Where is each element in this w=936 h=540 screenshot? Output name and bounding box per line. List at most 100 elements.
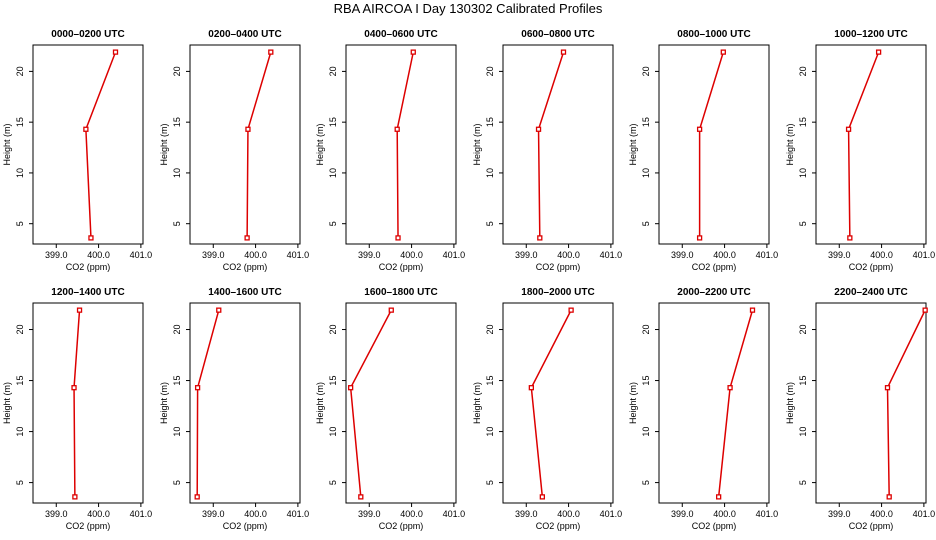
- x-axis-label: CO2 (ppm): [692, 521, 737, 531]
- x-axis-label: CO2 (ppm): [66, 262, 111, 272]
- data-point: [348, 385, 354, 391]
- data-point: [749, 307, 756, 313]
- y-axis-label: Height (m): [159, 123, 169, 165]
- x-axis-label: CO2 (ppm): [849, 262, 894, 272]
- panel-title: 1600–1800 UTC: [364, 287, 437, 298]
- x-tick-label: 401.0: [913, 509, 936, 519]
- y-tick-label: 5: [172, 221, 182, 226]
- panel-title: 0200–0400 UTC: [208, 29, 281, 40]
- y-tick-label: 10: [15, 427, 25, 437]
- x-tick-label: 401.0: [443, 509, 466, 519]
- y-tick-label: 20: [15, 66, 25, 76]
- y-tick-label: 15: [641, 376, 651, 386]
- x-axis-label: CO2 (ppm): [849, 521, 894, 531]
- y-tick-label: 10: [15, 168, 25, 178]
- y-tick-label: 20: [485, 66, 495, 76]
- panel-11: 2000–2200 UTC 399.0 400.0 401.0 5 10 15 20 CO2 (…: [628, 287, 778, 531]
- y-tick-label: 5: [798, 221, 808, 226]
- x-tick-label: 401.0: [600, 509, 623, 519]
- panel-title: 0000–0200 UTC: [51, 29, 124, 40]
- x-tick-label: 400.0: [870, 250, 893, 260]
- plot-frame: [502, 44, 614, 245]
- y-axis-label: Height (m): [315, 123, 325, 165]
- y-tick-label: 5: [485, 480, 495, 485]
- x-tick-label: 399.0: [45, 250, 68, 260]
- y-tick-label: 15: [172, 376, 182, 386]
- x-axis-label: CO2 (ppm): [379, 521, 424, 531]
- x-tick-label: 400.0: [557, 250, 580, 260]
- profile-line: [73, 310, 81, 497]
- y-tick-label: 20: [172, 325, 182, 335]
- y-axis-label: Height (m): [2, 123, 12, 165]
- data-point: [528, 385, 534, 391]
- x-tick-label: 400.0: [87, 509, 110, 519]
- x-tick-label: 399.0: [515, 509, 538, 519]
- data-point: [696, 126, 703, 132]
- y-tick-label: 15: [172, 117, 182, 127]
- x-tick-label: 399.0: [515, 250, 538, 260]
- x-tick-label: 399.0: [358, 250, 381, 260]
- plot-frame: [502, 302, 614, 504]
- data-point: [886, 494, 892, 500]
- y-tick-label: 15: [798, 376, 808, 386]
- y-tick-label: 15: [15, 117, 25, 127]
- plot-frame: [32, 44, 144, 245]
- data-point: [539, 494, 545, 500]
- y-tick-label: 20: [798, 66, 808, 76]
- x-tick-label: 399.0: [828, 250, 851, 260]
- x-tick-label: 400.0: [713, 250, 736, 260]
- y-tick-label: 10: [485, 168, 495, 178]
- y-tick-label: 10: [328, 168, 338, 178]
- y-tick-label: 15: [15, 376, 25, 386]
- profile-line: [847, 51, 880, 238]
- panels-container: 0000–0200 UTC 399.0 400.0 401.0 5 10 15 20 CO2 (…: [2, 29, 935, 531]
- data-point: [245, 126, 251, 132]
- profile-line: [717, 309, 754, 497]
- y-tick-label: 5: [328, 480, 338, 485]
- y-tick-label: 10: [798, 427, 808, 437]
- y-tick-label: 10: [328, 427, 338, 437]
- plot-frame: [815, 44, 927, 245]
- plot-frame: [658, 44, 770, 245]
- data-point: [88, 235, 94, 241]
- panel-3: 0400–0600 UTC 399.0 400.0 401.0 5 10 15 20 CO2 (…: [315, 29, 465, 272]
- y-tick-label: 10: [172, 168, 182, 178]
- y-tick-label: 20: [798, 325, 808, 335]
- data-point: [358, 494, 364, 500]
- profile-line: [886, 309, 926, 497]
- x-tick-label: 400.0: [400, 250, 423, 260]
- data-point: [922, 307, 928, 313]
- y-tick-label: 15: [328, 117, 338, 127]
- x-tick-label: 399.0: [358, 509, 381, 519]
- profile-line: [530, 309, 572, 497]
- x-tick-label: 401.0: [913, 250, 936, 260]
- x-tick-label: 399.0: [671, 509, 694, 519]
- y-axis-label: Height (m): [628, 382, 638, 424]
- y-tick-label: 20: [328, 66, 338, 76]
- x-tick-label: 400.0: [870, 509, 893, 519]
- profile-line: [396, 51, 415, 238]
- panel-5: 0800–1000 UTC 399.0 400.0 401.0 5 10 15 20 CO2 (…: [628, 29, 778, 272]
- panel-10: 1800–2000 UTC 399.0 400.0 401.0 5 10 15 20 CO2 (…: [472, 287, 622, 531]
- y-tick-label: 5: [172, 480, 182, 485]
- y-axis-label: Height (m): [628, 123, 638, 165]
- x-tick-label: 401.0: [443, 250, 466, 260]
- x-tick-label: 400.0: [557, 509, 580, 519]
- panel-12: 2200–2400 UTC 399.0 400.0 401.0 5 10 15 20 CO2 (…: [785, 287, 935, 531]
- x-tick-label: 399.0: [202, 509, 225, 519]
- x-axis-label: CO2 (ppm): [536, 521, 581, 531]
- y-axis-label: Height (m): [472, 123, 482, 165]
- data-point: [568, 307, 574, 313]
- profile-line: [196, 309, 220, 497]
- x-tick-label: 399.0: [202, 250, 225, 260]
- panel-title: 2000–2200 UTC: [677, 287, 750, 298]
- x-tick-label: 400.0: [244, 509, 267, 519]
- panel-title: 0800–1000 UTC: [677, 29, 750, 40]
- y-axis-label: Height (m): [472, 382, 482, 424]
- y-tick-label: 15: [641, 117, 651, 127]
- y-tick-label: 5: [15, 221, 25, 226]
- data-point: [537, 235, 543, 241]
- x-tick-label: 401.0: [756, 250, 779, 260]
- panel-title: 1200–1400 UTC: [51, 287, 124, 298]
- panel-7: 1200–1400 UTC 399.0 400.0 401.0 5 10 15 20 CO2 (…: [2, 287, 152, 531]
